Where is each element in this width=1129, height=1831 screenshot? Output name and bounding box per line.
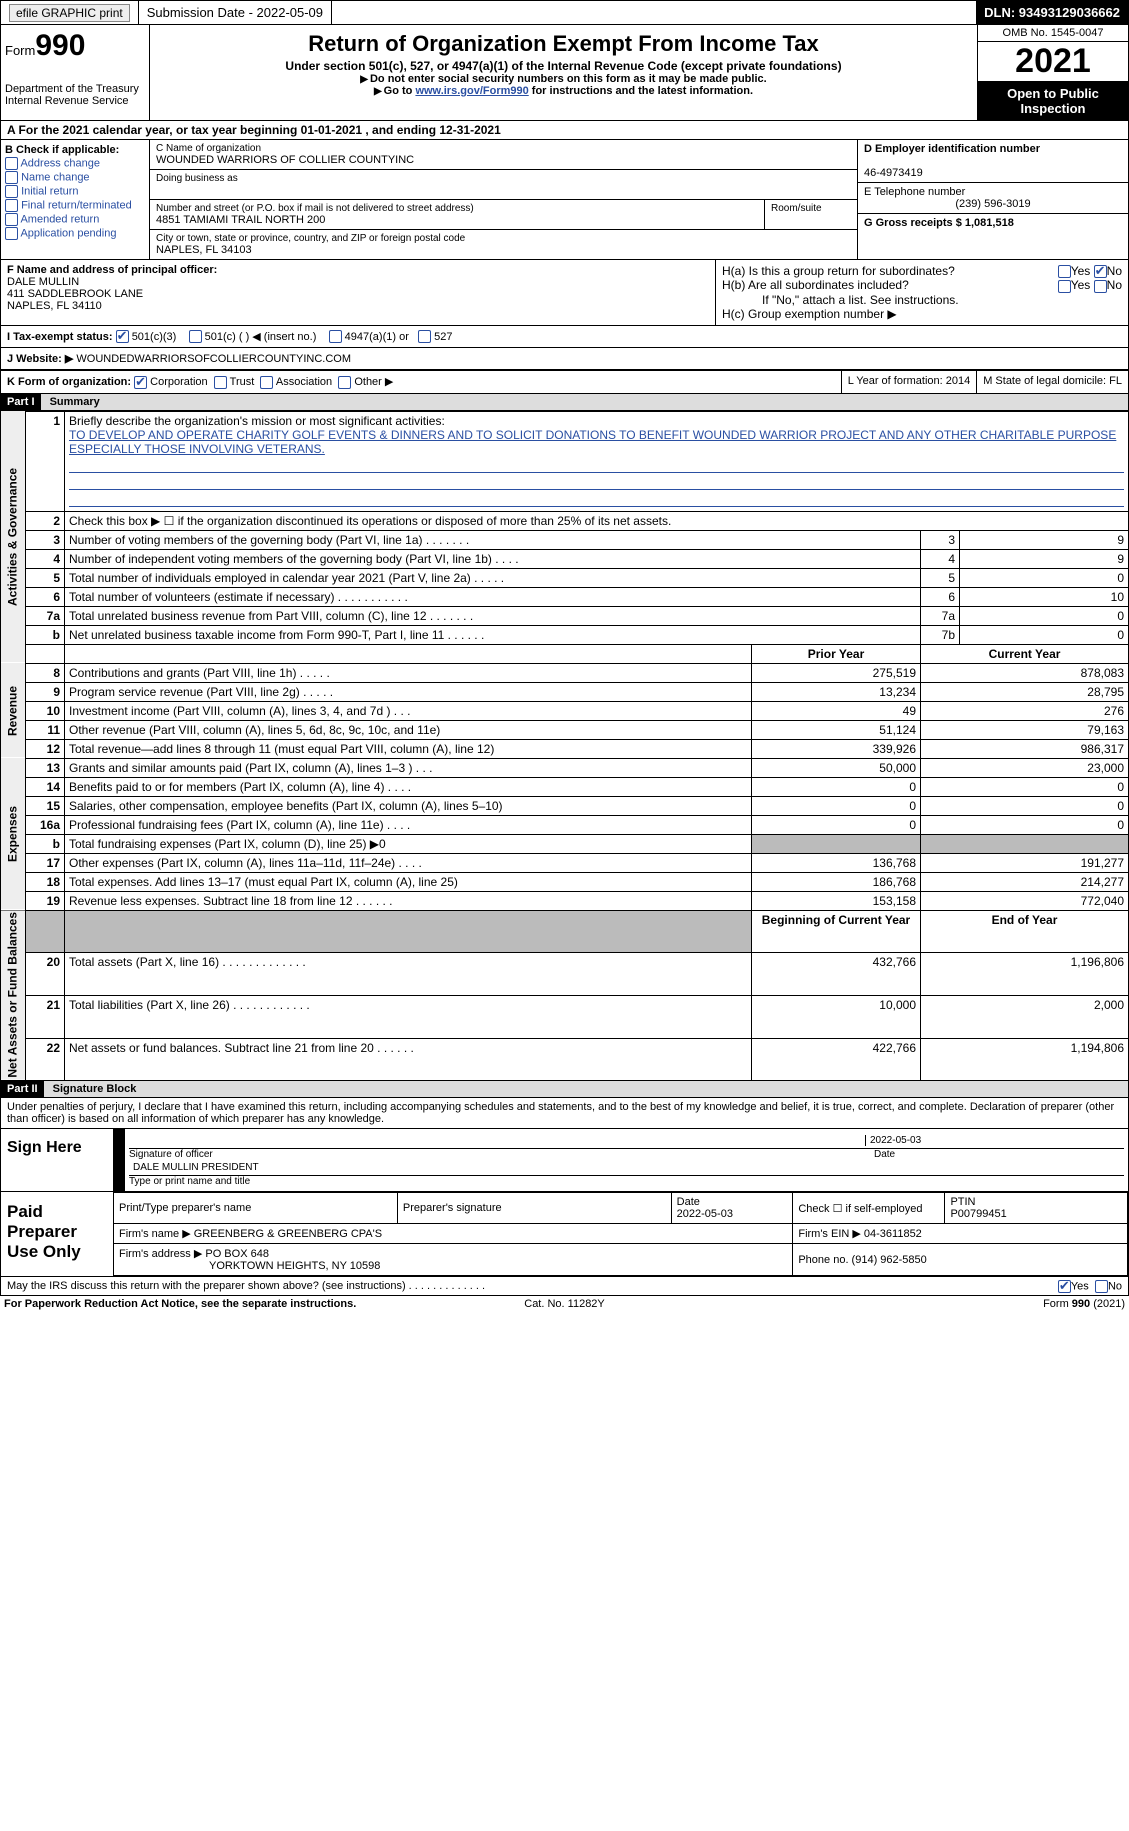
discuss-yes[interactable]: [1058, 1280, 1071, 1293]
org-city: NAPLES, FL 34103: [156, 244, 851, 256]
chk-amended[interactable]: Amended return: [5, 213, 145, 226]
omb-number: OMB No. 1545-0047: [978, 25, 1128, 42]
mission-label: Briefly describe the organization's miss…: [69, 414, 445, 428]
form-subtitle: Under section 501(c), 527, or 4947(a)(1)…: [158, 59, 969, 73]
officer-name: DALE MULLIN: [7, 276, 79, 288]
chk-pending[interactable]: Application pending: [5, 227, 145, 240]
current-year-hdr: Current Year: [921, 644, 1129, 663]
hb-yesno[interactable]: Yes No: [1058, 278, 1122, 292]
name-title-label: Type or print name and title: [129, 1176, 1124, 1187]
ha-yesno[interactable]: Yes No: [1058, 264, 1122, 278]
part1-header: Part I Summary: [0, 394, 1129, 411]
row-a-period: A For the 2021 calendar year, or tax yea…: [0, 121, 1129, 140]
officer-city: NAPLES, FL 34110: [7, 300, 102, 312]
penalty-text: Under penalties of perjury, I declare th…: [1, 1098, 1128, 1129]
ha-label: H(a) Is this a group return for subordin…: [722, 264, 955, 278]
chk-527[interactable]: [418, 330, 431, 343]
city-label: City or town, state or province, country…: [156, 233, 851, 244]
officer-printed: DALE MULLIN PRESIDENT: [129, 1160, 1124, 1176]
ssn-warning: Do not enter social security numbers on …: [158, 73, 969, 85]
topbar: efile GRAPHIC print Submission Date - 20…: [0, 0, 1129, 25]
chk-501c[interactable]: [189, 330, 202, 343]
form-number: Form990: [5, 29, 145, 63]
block-bcd: B Check if applicable: Address change Na…: [0, 140, 1129, 259]
line2: Check this box ▶ ☐ if the organization d…: [65, 511, 1129, 530]
org-name-label: C Name of organization: [156, 143, 851, 154]
preparer-table: Print/Type preparer's name Preparer's si…: [113, 1192, 1128, 1276]
chk-4947[interactable]: [329, 330, 342, 343]
tel-value: (239) 596-3019: [864, 198, 1122, 210]
chk-trust[interactable]: [214, 376, 227, 389]
vlabel-governance: Activities & Governance: [1, 411, 26, 663]
chk-name-change[interactable]: Name change: [5, 171, 145, 184]
hb-label: H(b) Are all subordinates included?: [722, 278, 909, 292]
mission-text: TO DEVELOP AND OPERATE CHARITY GOLF EVEN…: [69, 428, 1124, 456]
discuss-row: May the IRS discuss this return with the…: [1, 1276, 1128, 1295]
vlabel-revenue: Revenue: [1, 663, 26, 758]
chk-assoc[interactable]: [260, 376, 273, 389]
signature-block: Under penalties of perjury, I declare th…: [0, 1098, 1129, 1296]
org-name: WOUNDED WARRIORS OF COLLIER COUNTYINC: [156, 154, 851, 166]
room-label: Room/suite: [765, 200, 857, 229]
dln: DLN: 93493129036662: [976, 1, 1128, 24]
prior-year-hdr: Prior Year: [752, 644, 921, 663]
chk-corp[interactable]: [134, 376, 147, 389]
addr-label: Number and street (or P.O. box if mail i…: [156, 203, 758, 214]
arrow-icon: [113, 1129, 125, 1191]
chk-other[interactable]: [338, 376, 351, 389]
hb-note: If "No," attach a list. See instructions…: [722, 293, 1122, 307]
dept-label: Department of the Treasury Internal Reve…: [5, 83, 145, 107]
irs-link[interactable]: www.irs.gov/Form990: [415, 85, 528, 97]
discuss-no[interactable]: [1095, 1280, 1108, 1293]
chk-address-change[interactable]: Address change: [5, 157, 145, 170]
form-header: Form990 Department of the Treasury Inter…: [0, 25, 1129, 121]
part2-header: Part II Signature Block: [0, 1081, 1129, 1098]
website-value: WOUNDEDWARRIORSOFCOLLIERCOUNTYINC.COM: [73, 353, 351, 365]
org-address: 4851 TAMIAMI TRAIL NORTH 200: [156, 214, 758, 226]
year-formation: L Year of formation: 2014: [842, 371, 978, 393]
form-ref: Form 990 (2021): [751, 1298, 1125, 1310]
officer-addr: 411 SADDLEBROOK LANE: [7, 288, 143, 300]
row-j: J Website: ▶ WOUNDEDWARRIORSOFCOLLIERCOU…: [0, 347, 1129, 370]
paid-preparer-label: Paid Preparer Use Only: [1, 1192, 113, 1276]
ein-value: 46-4973419: [864, 167, 923, 179]
officer-label: F Name and address of principal officer:: [7, 264, 217, 276]
row-i: I Tax-exempt status: 501(c)(3) 501(c) ( …: [0, 325, 1129, 348]
state-domicile: M State of legal domicile: FL: [977, 371, 1128, 393]
submission-date: Submission Date - 2022-05-09: [139, 1, 332, 24]
sign-here-label: Sign Here: [1, 1129, 113, 1191]
vlabel-expenses: Expenses: [1, 758, 26, 910]
block-fh: F Name and address of principal officer:…: [0, 259, 1129, 325]
summary-table: Activities & Governance 1 Briefly descri…: [0, 411, 1129, 1082]
sig-officer-label: Signature of officer: [129, 1149, 874, 1160]
ein-label: D Employer identification number: [864, 143, 1040, 155]
tel-label: E Telephone number: [864, 186, 965, 198]
chk-initial-return[interactable]: Initial return: [5, 185, 145, 198]
col-b-label: B Check if applicable:: [5, 144, 119, 156]
gross-receipts: G Gross receipts $ 1,081,518: [864, 217, 1014, 229]
chk-501c3[interactable]: [116, 330, 129, 343]
public-inspection: Open to Public Inspection: [978, 82, 1128, 120]
dba-label: Doing business as: [156, 173, 851, 184]
chk-final-return[interactable]: Final return/terminated: [5, 199, 145, 212]
page-footer: For Paperwork Reduction Act Notice, see …: [0, 1296, 1129, 1312]
tax-year: 2021: [978, 42, 1128, 82]
row-k: K Form of organization: Corporation Trus…: [0, 370, 1129, 394]
form-title: Return of Organization Exempt From Incom…: [158, 31, 969, 57]
hc-label: H(c) Group exemption number ▶: [722, 307, 1122, 321]
goto-link: Go to www.irs.gov/Form990 for instructio…: [158, 85, 969, 97]
vlabel-netassets: Net Assets or Fund Balances: [1, 910, 26, 1081]
efile-print-button[interactable]: efile GRAPHIC print: [9, 4, 130, 22]
sig-date: 2022-05-03: [865, 1135, 1120, 1146]
